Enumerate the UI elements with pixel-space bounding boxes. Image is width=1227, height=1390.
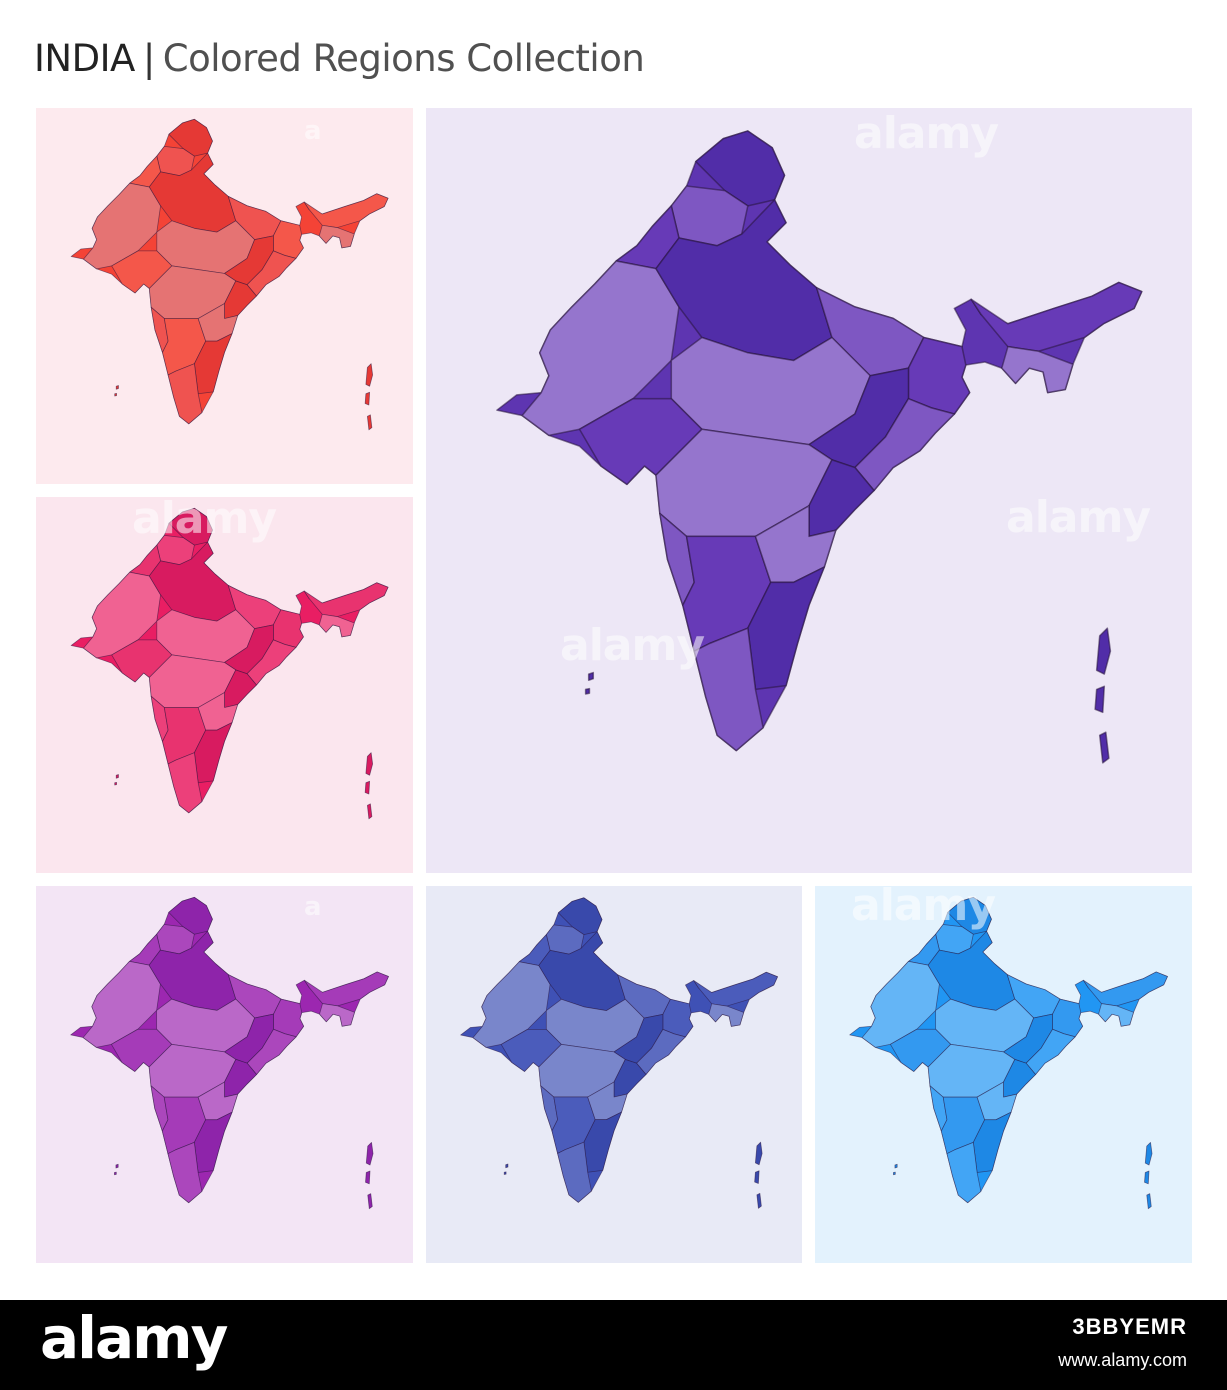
island [1144,1141,1153,1166]
map-panel-indigo [426,886,802,1263]
india-map-purple [496,130,1143,764]
site-url: www.alamy.com [1058,1350,1187,1370]
state-region [521,260,680,437]
island [1144,1170,1150,1185]
island [365,1141,374,1166]
state-region [167,1141,203,1204]
state-region [83,182,161,270]
india-map-magenta [70,896,389,1210]
island [364,391,371,406]
island [893,1171,896,1176]
state-region [83,571,161,659]
image-id: 3BBYEMR [1072,1314,1187,1339]
island [365,363,374,387]
island [754,1170,760,1184]
island [364,780,371,795]
island [115,1163,119,1169]
island [894,1163,898,1169]
island [587,671,595,681]
india-map-group [70,507,389,820]
footer-meta: 3BBYEMR www.alamy.com [1058,1314,1187,1371]
state-region [318,613,355,638]
india-map-group [460,897,778,1209]
island [367,414,373,431]
page-title: INDIA | Colored Regions Collection [34,34,645,84]
state-region [708,1003,745,1027]
state-region [946,1141,982,1204]
island [755,1141,763,1166]
island [503,1171,507,1175]
footer-bar: alamy 3BBYEMR www.alamy.com [0,1300,1227,1390]
island [1095,627,1112,675]
map-panel-pink: alamy [36,497,413,873]
state-region [318,224,355,249]
island [115,385,119,390]
island [1146,1193,1152,1210]
state-region [82,961,161,1048]
map-panel-purple-large: alamy alamy alamy [426,108,1192,873]
india-map-blue [849,896,1168,1210]
footer-logo: alamy [40,1304,228,1372]
island [584,687,591,695]
state-region [167,752,203,814]
island [114,393,117,397]
title-separator: | [142,37,155,80]
india-map-group [496,130,1143,764]
map-panel-blue: alamy [815,886,1192,1263]
india-map-group [70,118,389,431]
india-map-pink [70,507,389,820]
island [365,1170,371,1185]
title-subtitle: Colored Regions Collection [162,37,645,80]
india-map-red [70,118,389,431]
state-region [319,1003,355,1027]
island [756,1192,762,1209]
state-region [861,961,940,1048]
state-region [167,363,203,425]
island [1094,685,1106,714]
island [367,803,373,820]
island [115,774,119,779]
map-panel-magenta: a [36,886,413,1263]
india-map-group [849,896,1168,1210]
state-region [557,1141,592,1203]
island [1098,731,1110,764]
island [505,1163,509,1169]
island [114,1171,117,1176]
india-map-group [70,896,389,1210]
state-region [1001,345,1074,394]
island [114,782,117,786]
state-region [693,627,764,752]
state-region [472,961,551,1048]
title-country: INDIA [34,37,135,80]
island [367,1193,373,1210]
island [365,752,374,776]
state-region [1098,1003,1134,1027]
india-map-indigo [460,897,778,1209]
map-panel-red: a [36,108,413,484]
